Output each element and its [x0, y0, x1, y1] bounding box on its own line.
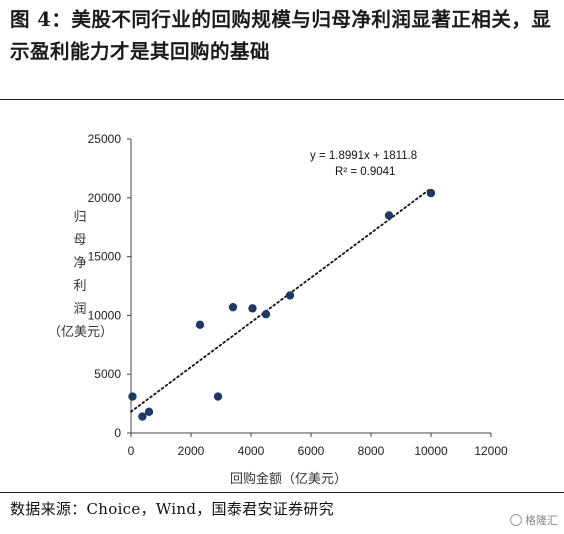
x-tick-label: 2000: [178, 444, 205, 458]
data-point: [128, 392, 137, 401]
data-point: [228, 302, 238, 312]
y-tick-labels: 0 5000 10000 15000 20000 25000: [88, 132, 122, 440]
x-tick-label: 8000: [358, 444, 385, 458]
y-tick-label: 5000: [94, 367, 121, 381]
y-tick-label: 25000: [88, 132, 122, 146]
trendline: [130, 187, 432, 413]
y-axis-label: 归 母 净 利 润 （亿美元）: [48, 206, 114, 344]
data-points: [128, 188, 436, 421]
trendline-r2: R² = 0.9041: [335, 166, 395, 178]
y-axis-label-char: 利: [73, 279, 87, 294]
title-divider: [0, 99, 564, 100]
y-axis-label-char: 归: [73, 210, 87, 225]
x-tick-labels: 0 2000 4000 6000 8000 10000 12000: [128, 444, 508, 458]
data-point: [144, 407, 154, 417]
x-axis-label: 回购金额（亿美元）: [230, 472, 348, 487]
x-tick-label: 4000: [238, 444, 265, 458]
data-point: [213, 392, 223, 401]
data-point: [138, 412, 147, 421]
x-tick-label: 6000: [298, 444, 325, 458]
figure-title: 图 4：美股不同行业的回购规模与归母净利润显著正相关，显示盈利能力才是其回购的基…: [10, 8, 552, 63]
chart-axes: [127, 138, 492, 437]
x-tick-label: 0: [128, 444, 135, 458]
x-tick-label: 10000: [414, 444, 448, 458]
data-point: [384, 211, 394, 220]
x-tick-label: 12000: [474, 444, 508, 458]
y-axis-label-unit: （亿美元）: [48, 325, 114, 340]
watermark: 格隆汇: [510, 512, 558, 528]
y-tick-label: 20000: [88, 191, 122, 205]
data-point: [426, 188, 436, 198]
trendline-equation: y = 1.8991x + 1811.8: [310, 150, 417, 162]
data-point: [261, 310, 271, 319]
smiley-logo-icon: [510, 514, 522, 526]
data-point: [195, 320, 205, 330]
source-divider: [0, 492, 564, 493]
y-axis-label-char: 润: [73, 302, 87, 317]
watermark-text: 格隆汇: [525, 514, 558, 527]
y-tick-label: 0: [114, 426, 121, 440]
data-point: [285, 291, 295, 300]
data-source-note: 数据来源：Choice，Wind，国泰君安证券研究: [10, 500, 334, 518]
y-tick-label: 10000: [88, 308, 122, 322]
y-tick-label: 15000: [88, 250, 122, 264]
data-point: [248, 304, 257, 313]
y-axis-label-char: 母: [73, 233, 87, 248]
y-axis-label-char: 净: [73, 256, 87, 271]
